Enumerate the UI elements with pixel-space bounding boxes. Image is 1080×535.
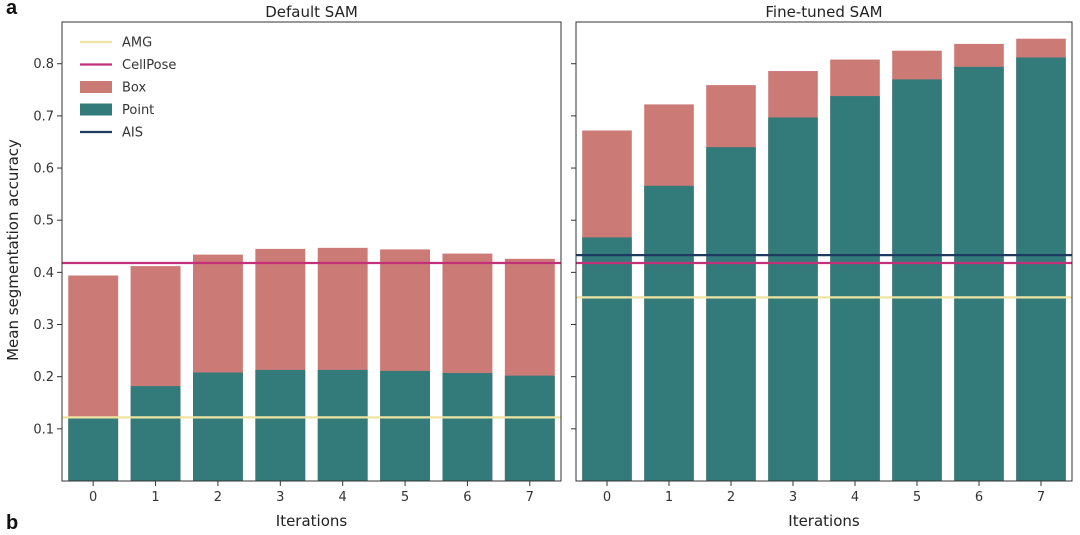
x-tick-label: 6 (463, 490, 471, 505)
panel-title: Default SAM (265, 3, 358, 21)
x-tick-label: 7 (1037, 490, 1045, 505)
x-tick-label: 3 (789, 490, 797, 505)
x-tick-label: 5 (401, 490, 409, 505)
y-tick-label: 0.1 (33, 422, 54, 437)
bar-point-4 (317, 369, 368, 481)
x-tick-label: 0 (603, 490, 611, 505)
x-tick-label: 1 (151, 490, 159, 505)
x-tick-label: 0 (89, 490, 97, 505)
legend-label-cellpose: CellPose (122, 58, 176, 73)
bar-point-5 (892, 79, 942, 481)
legend-label-box: Box (122, 81, 146, 96)
bar-point-3 (255, 369, 306, 481)
x-tick-label: 2 (727, 490, 735, 505)
x-tick-label: 4 (851, 490, 859, 505)
panel-label-a: a (6, 0, 18, 19)
panel-title: Fine-tuned SAM (765, 3, 882, 21)
y-tick-label: 0.3 (33, 318, 54, 333)
x-tick-label: 2 (214, 490, 222, 505)
x-tick-label: 6 (975, 490, 983, 505)
x-axis-title: Iterations (788, 512, 860, 530)
legend-swatch-point (80, 103, 112, 116)
bar-point-0 (582, 237, 632, 481)
bar-point-6 (442, 373, 493, 481)
x-tick-label: 4 (339, 490, 347, 505)
x-axis-title: Iterations (276, 512, 348, 530)
panel-fine-tuned-sam: Fine-tuned SAM 0 1 2 3 4 5 6 7 Iterations (571, 3, 1073, 530)
legend-swatch-box (80, 81, 112, 93)
plot-frame (61, 21, 562, 482)
y-tick-label: 0.7 (33, 109, 54, 124)
bar-point-7 (1016, 57, 1066, 482)
legend-label-point: Point (122, 103, 154, 118)
bar-point-2 (192, 372, 243, 481)
y-tick-label: 0.2 (33, 370, 54, 385)
bar-point-3 (768, 117, 818, 481)
x-tick-label: 1 (665, 490, 673, 505)
y-tick-label: 0.8 (33, 57, 54, 72)
plot-frame (575, 21, 1073, 482)
y-tick-label: 0.4 (33, 266, 54, 281)
legend-label-amg: AMG (122, 36, 152, 51)
x-tick-label: 5 (913, 490, 921, 505)
legend: AMG CellPose Box Point AIS (80, 36, 176, 141)
bar-point-0 (68, 418, 119, 481)
x-tick-label: 7 (526, 490, 534, 505)
bar-point-4 (830, 96, 880, 481)
legend-label-ais: AIS (122, 126, 143, 141)
bar-point-1 (130, 386, 181, 481)
bar-point-6 (954, 66, 1004, 482)
bar-point-5 (380, 370, 431, 481)
x-tick-label: 3 (276, 490, 284, 505)
bar-point-7 (504, 375, 555, 481)
y-axis-title: Mean segmentation accuracy (4, 139, 22, 361)
panel-label-b: b (6, 512, 19, 534)
panel-default-sam: Default SAM 0.1 0.2 0.3 0.4 0.5 0.6 0.7 0.8 0 1 2 3 4… (33, 3, 562, 530)
bar-point-2 (706, 147, 756, 481)
y-tick-label: 0.5 (33, 214, 54, 229)
bar-point-1 (644, 185, 694, 481)
y-tick-label: 0.6 (33, 162, 54, 177)
